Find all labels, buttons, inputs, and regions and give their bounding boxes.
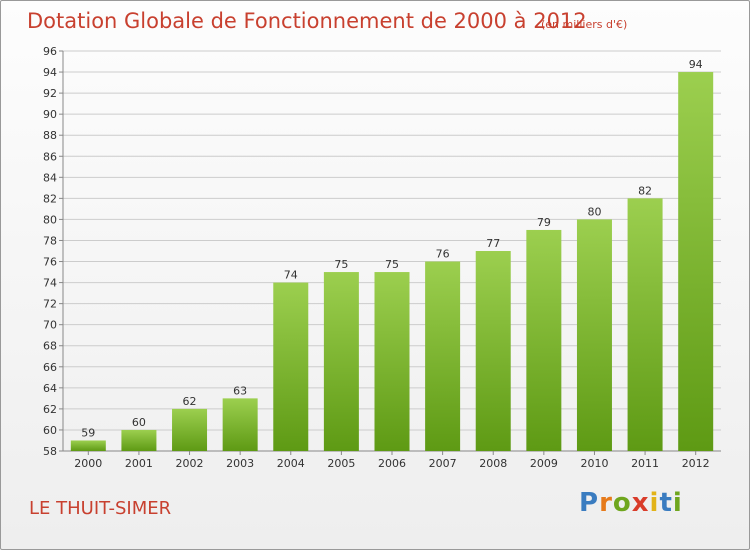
data-label: 75: [334, 258, 348, 271]
y-tick-label: 76: [43, 256, 57, 269]
data-label: 59: [81, 426, 95, 439]
y-tick-label: 90: [43, 108, 57, 121]
bar: [475, 251, 511, 451]
data-label: 94: [689, 58, 703, 71]
data-label: 79: [537, 216, 551, 229]
x-tick-labels: 2000 2001 2002 2003 2004 2005 2006 2007 2008 2009…: [74, 451, 710, 470]
y-tick-label: 96: [43, 45, 57, 58]
x-tick-label: 2001: [125, 457, 153, 470]
logo-letter: x: [631, 488, 650, 518]
bar: [374, 272, 410, 451]
data-label: 76: [436, 248, 450, 261]
x-tick-label: 2008: [479, 457, 507, 470]
x-tick-label: 2007: [429, 457, 457, 470]
x-tick-label: 2003: [226, 457, 254, 470]
x-tick-label: 2004: [277, 457, 305, 470]
y-tick-label: 68: [43, 340, 57, 353]
y-tick-label: 92: [43, 87, 57, 100]
commune-name: LE THUIT-SIMER: [29, 498, 172, 519]
bar: [222, 398, 258, 451]
data-label: 74: [284, 269, 298, 282]
data-label: 82: [638, 184, 652, 197]
data-label: 63: [233, 384, 247, 397]
bar: [627, 198, 663, 451]
logo-letter: o: [612, 488, 632, 518]
y-tick-label: 78: [43, 234, 57, 247]
logo-letter: i: [672, 488, 683, 518]
x-tick-label: 2009: [530, 457, 558, 470]
y-tick-label: 86: [43, 150, 57, 163]
bar: [576, 219, 612, 451]
bar: [121, 429, 157, 451]
y-tick-label: 80: [43, 213, 57, 226]
proxiti-logo: Proxiti: [579, 488, 683, 518]
y-tick-label: 70: [43, 319, 57, 332]
logo-letter: i: [649, 488, 660, 518]
y-tick-label: 64: [43, 382, 57, 395]
y-tick-label: 88: [43, 129, 57, 142]
y-tick-label: 60: [43, 424, 57, 437]
y-tick-label: 82: [43, 192, 57, 205]
bars: [70, 72, 714, 451]
y-tick-label: 62: [43, 403, 57, 416]
data-label: 60: [132, 416, 146, 429]
bar: [172, 408, 208, 451]
logo-letter: t: [659, 488, 673, 518]
chart-subtitle: (en milliers d'€): [541, 18, 628, 31]
data-labels: 59 60 62 63 74 75 75 76 77 79 80 82 94: [81, 58, 702, 439]
y-tick-label: 74: [43, 277, 57, 290]
y-tick-label: 94: [43, 66, 57, 79]
y-tick-label: 58: [43, 445, 57, 458]
bar: [70, 440, 106, 451]
data-label: 62: [183, 395, 197, 408]
bar: [678, 72, 714, 451]
logo-letter: P: [579, 488, 600, 518]
bar: [273, 282, 309, 451]
y-tick-label: 72: [43, 298, 57, 311]
y-tick-label: 66: [43, 361, 57, 374]
chart-title: Dotation Globale de Fonctionnement de 20…: [27, 9, 587, 33]
bar: [323, 272, 359, 451]
x-tick-label: 2000: [74, 457, 102, 470]
logo-letter: r: [599, 488, 613, 518]
x-tick-label: 2002: [176, 457, 204, 470]
x-tick-label: 2011: [631, 457, 659, 470]
x-tick-label: 2012: [682, 457, 710, 470]
y-tick-label: 84: [43, 171, 57, 184]
x-tick-label: 2006: [378, 457, 406, 470]
x-tick-label: 2005: [327, 457, 355, 470]
data-label: 80: [587, 205, 601, 218]
data-label: 77: [486, 237, 500, 250]
x-tick-label: 2010: [580, 457, 608, 470]
bar: [526, 229, 562, 451]
y-tick-labels: 58 60 62 64 66 68 70 72 74 76 78 80 82 84 86 88 90 92 94 96: [43, 45, 57, 458]
data-label: 75: [385, 258, 399, 271]
bar: [425, 261, 461, 451]
